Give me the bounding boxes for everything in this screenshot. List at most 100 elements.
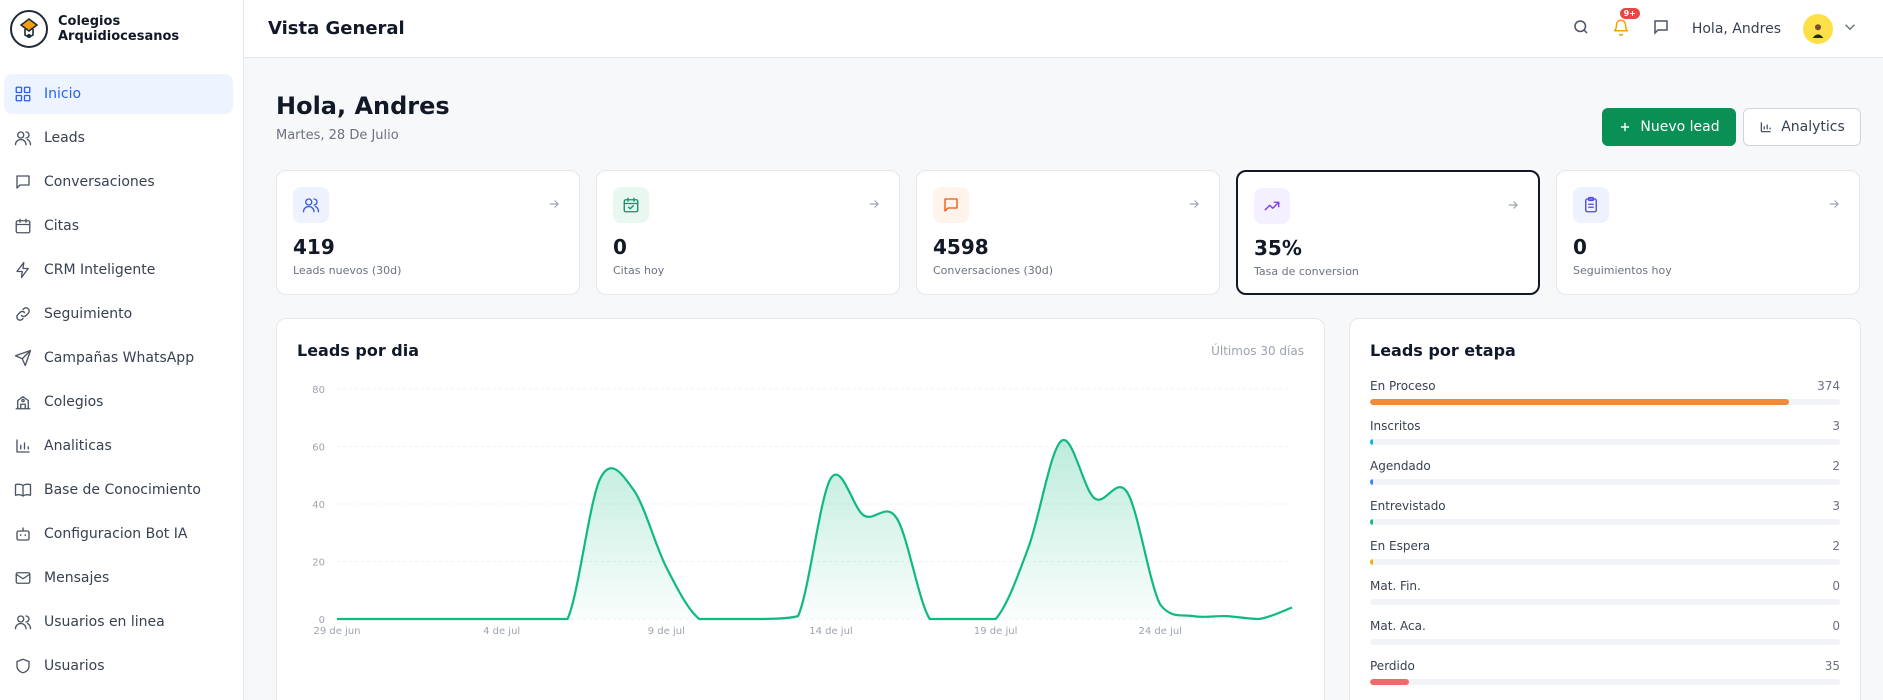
y-tick-label: 20: [312, 558, 325, 569]
stage-label: En Espera: [1370, 539, 1431, 553]
leads-area: [337, 439, 1292, 619]
stat-card[interactable]: 0 Citas hoy: [596, 170, 900, 295]
sidebar-item-crm-inteligente[interactable]: CRM Inteligente: [4, 250, 233, 290]
y-tick-label: 60: [312, 443, 325, 454]
notifications-button[interactable]: 9+: [1612, 7, 1640, 40]
messages-icon[interactable]: [1652, 18, 1670, 40]
users-icon: [14, 131, 32, 146]
sidebar-item-analiticas[interactable]: Analiticas: [4, 426, 233, 466]
sidebar-item-base-de-conocimiento[interactable]: Base de Conocimiento: [4, 470, 233, 510]
user-greeting[interactable]: Hola, Andres: [1691, 20, 1781, 37]
sidebar-item-usuarios-en-linea[interactable]: Usuarios en linea: [4, 602, 233, 642]
welcome-heading: Hola, Andres: [276, 92, 450, 120]
chevron-down-icon[interactable]: [1841, 18, 1859, 40]
leads-line: [337, 439, 1293, 621]
stage-count: 374: [1817, 379, 1840, 393]
link-icon: [16, 307, 30, 321]
x-tick-label: 14 de jul: [809, 626, 852, 637]
y-tick-label: 40: [312, 500, 325, 511]
sidebar-item-campañas-whatsapp[interactable]: Campañas WhatsApp: [4, 338, 233, 378]
current-date: Martes, 28 De Julio: [276, 128, 399, 143]
arrow-right-icon[interactable]: [547, 197, 561, 211]
stage-count: 3: [1832, 419, 1840, 433]
sidebar-item-inicio[interactable]: Inicio: [4, 74, 233, 114]
stat-label: Tasa de conversion: [1254, 265, 1359, 278]
sidebar-item-label: Base de Conocimiento: [44, 482, 201, 498]
x-tick-label: 19 de jul: [974, 626, 1017, 637]
sidebar-item-label: Citas: [44, 218, 80, 234]
stage-bar: [1370, 399, 1789, 405]
stage-bar-track: [1370, 559, 1840, 565]
sidebar-item-configuracion-bot-ia[interactable]: Configuracion Bot IA: [4, 514, 233, 554]
arrow-right-icon[interactable]: [1506, 198, 1520, 212]
stage-item: Agendado 2: [1370, 459, 1840, 499]
users-icon: [302, 198, 320, 213]
sidebar-item-label: Colegios: [44, 394, 104, 410]
clipboard-icon: [1585, 196, 1597, 213]
sidebar-item-label: Leads: [44, 130, 85, 146]
new-lead-label: Nuevo lead: [1640, 119, 1720, 135]
stage-label: En Proceso: [1370, 379, 1436, 393]
stage-bar-track: [1370, 599, 1840, 605]
stage-label: Mat. Aca.: [1370, 619, 1426, 633]
stage-bar-track: [1370, 519, 1840, 525]
sidebar-item-citas[interactable]: Citas: [4, 206, 233, 246]
x-tick-label: 9 de jul: [648, 626, 685, 637]
brand-name-line2: Arquidiocesanos: [58, 29, 180, 44]
sidebar-item-usuarios[interactable]: Usuarios: [4, 646, 233, 686]
brand-name-line1: Colegios: [58, 14, 121, 29]
bar-chart-icon: [16, 439, 30, 453]
stage-bar-track: [1370, 639, 1840, 645]
stage-count: 2: [1832, 459, 1840, 473]
stat-card[interactable]: 0 Seguimientos hoy: [1556, 170, 1860, 295]
notification-badge: 9+: [1619, 7, 1640, 19]
grid-icon: [15, 86, 31, 102]
sidebar-item-colegios[interactable]: Colegios: [4, 382, 233, 422]
stat-card[interactable]: 419 Leads nuevos (30d): [276, 170, 580, 295]
plus-icon: [1621, 122, 1630, 132]
arrow-right-icon[interactable]: [867, 197, 881, 211]
chat-icon: [16, 175, 30, 189]
sidebar-item-seguimiento[interactable]: Seguimiento: [4, 294, 233, 334]
y-tick-label: 0: [319, 615, 325, 626]
brand-name: Colegios Arquidiocesanos: [58, 14, 179, 44]
stat-label: Conversaciones (30d): [933, 264, 1054, 277]
stage-label: Agendado: [1370, 459, 1431, 473]
stat-card[interactable]: 35% Tasa de conversion: [1236, 170, 1540, 295]
avatar[interactable]: [1803, 13, 1833, 44]
sidebar-item-label: Campañas WhatsApp: [44, 350, 195, 366]
sidebar-item-label: Usuarios: [44, 658, 105, 674]
sidebar-item-conversaciones[interactable]: Conversaciones: [4, 162, 233, 202]
sidebar-item-label: Usuarios en linea: [44, 614, 165, 630]
stage-label: Entrevistado: [1370, 499, 1446, 513]
school-logo-icon: [10, 10, 48, 48]
arrow-right-icon[interactable]: [1827, 197, 1841, 211]
chat-icon: [944, 198, 958, 212]
search-icon[interactable]: [1572, 18, 1590, 40]
stat-value: 0: [1573, 235, 1587, 259]
sidebar-item-label: Configuracion Bot IA: [44, 526, 188, 542]
leads-per-day-panel: Leads por dia Últimos 30 días 0 20 40 60 80 2…: [276, 318, 1325, 700]
chart-range: Últimos 30 días: [1211, 344, 1304, 358]
arrow-right-icon[interactable]: [1187, 197, 1201, 211]
stage-bar-track: [1370, 399, 1840, 405]
brand[interactable]: Colegios Arquidiocesanos: [0, 0, 243, 58]
sidebar-item-leads[interactable]: Leads: [4, 118, 233, 158]
stage-count: 0: [1832, 579, 1840, 593]
bot-icon: [16, 527, 30, 541]
stage-item: Mat. Fin. 0: [1370, 579, 1840, 619]
stage-bar-track: [1370, 439, 1840, 445]
analytics-button[interactable]: Analytics: [1743, 108, 1861, 146]
stage-item: Mat. Aca. 0: [1370, 619, 1840, 659]
sidebar-item-label: Conversaciones: [44, 174, 155, 190]
stat-value: 4598: [933, 235, 989, 259]
stage-label: Perdido: [1370, 659, 1415, 673]
stage-list: En Proceso 374 Inscritos 3 Agendado 2 Entrevis…: [1370, 379, 1840, 699]
sidebar-item-mensajes[interactable]: Mensajes: [4, 558, 233, 598]
calendar-check-icon: [623, 197, 639, 213]
sidebar-item-label: Inicio: [44, 86, 82, 102]
new-lead-button[interactable]: Nuevo lead: [1602, 108, 1736, 146]
sidebar-item-label: Analiticas: [44, 438, 112, 454]
stage-bar: [1370, 479, 1373, 485]
stat-card[interactable]: 4598 Conversaciones (30d): [916, 170, 1220, 295]
